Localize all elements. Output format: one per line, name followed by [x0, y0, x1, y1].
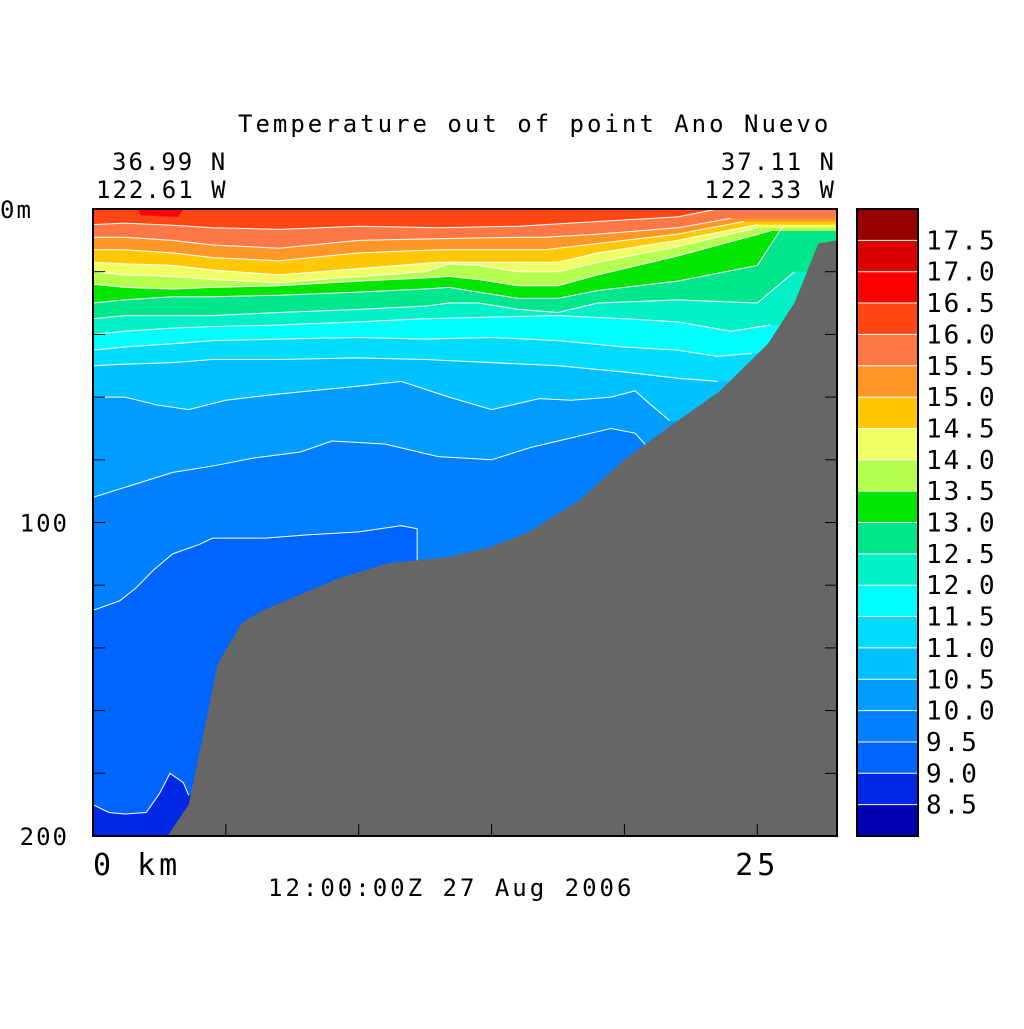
- y-tick-label: 0m: [0, 196, 33, 224]
- colorbar-swatch: [857, 459, 918, 492]
- contour-line: [93, 209, 718, 230]
- colorbar-swatch: [857, 209, 918, 241]
- colorbar-swatch: [857, 553, 918, 586]
- contour-line: [93, 525, 418, 611]
- colorbar-label: 17.5: [926, 226, 997, 256]
- colorbar-label: 9.0: [926, 759, 979, 789]
- temperature-field: [93, 209, 837, 836]
- colorbar-label: 14.5: [926, 414, 997, 444]
- colorbar-label: 17.0: [926, 258, 997, 288]
- colorbar-label: 12.5: [926, 540, 997, 570]
- colorbar-label: 11.5: [926, 603, 997, 633]
- colorbar-label: 15.5: [926, 352, 997, 382]
- colorbar-label: 9.5: [926, 728, 979, 758]
- contour-line: [93, 271, 795, 320]
- colorbar-swatch: [857, 804, 918, 837]
- colorbar-swatch: [857, 522, 918, 555]
- colorbar-swatch: [857, 491, 918, 523]
- chart-title: Temperature out of point Ano Nuevo: [238, 110, 831, 138]
- colorbar-swatch: [857, 616, 918, 649]
- contour-line: [93, 230, 771, 290]
- colorbar-swatch: [857, 741, 918, 774]
- contour-line: [93, 315, 771, 335]
- colorbar-swatch: [857, 303, 918, 335]
- colorbar-label: 12.0: [926, 571, 997, 601]
- colorbar-label: 11.0: [926, 634, 997, 664]
- colorbar-swatch: [857, 397, 918, 429]
- colorbar-label: 14.0: [926, 446, 997, 476]
- axes: 0m 100 200 0 km 25: [0, 196, 837, 883]
- start-latitude: 36.99 N: [112, 148, 227, 176]
- contour-line: [93, 224, 758, 276]
- colorbar-border: [856, 208, 919, 837]
- contour-line: [93, 427, 660, 498]
- colorbar-swatch: [857, 710, 918, 743]
- end-longitude: 122.33 W: [704, 176, 836, 204]
- contour-line: [93, 357, 718, 382]
- colorbar-swatch: [857, 773, 918, 806]
- colorbar-label: 13.0: [926, 509, 997, 539]
- colorbar-label: 16.0: [926, 320, 997, 350]
- contour-line: [93, 221, 745, 262]
- colorbar-swatch: [857, 585, 918, 618]
- time-label: 12:00:00Z 27 Aug 2006: [268, 874, 634, 902]
- colorbar-label: 10.0: [926, 697, 997, 727]
- colorbar-swatch: [857, 240, 918, 273]
- colorbar-label: 15.0: [926, 383, 997, 413]
- colorbar: 17.517.016.516.015.515.014.514.013.513.0…: [856, 208, 997, 837]
- colorbar-label: 13.5: [926, 477, 997, 507]
- y-tick-label: 200: [20, 823, 69, 851]
- contour-line: [93, 380, 670, 421]
- contour-line: [93, 227, 758, 284]
- start-longitude: 122.61 W: [96, 176, 228, 204]
- contour-line: [93, 337, 753, 357]
- colorbar-label: 16.5: [926, 289, 997, 319]
- temperature-band: [138, 209, 184, 217]
- colorbar-swatch: [857, 334, 918, 367]
- colorbar-label: 10.5: [926, 665, 997, 695]
- colorbar-swatch: [857, 271, 918, 304]
- x-tick-label: 25: [735, 848, 779, 883]
- colorbar-swatch: [857, 679, 918, 712]
- y-tick-label: 100: [20, 510, 69, 538]
- contour-line: [93, 224, 785, 304]
- x-tick-label: 0 km: [93, 848, 181, 883]
- contour-line: [93, 772, 190, 815]
- bathymetry-seafloor: [167, 240, 837, 836]
- contour-line: [93, 217, 731, 249]
- colorbar-swatch: [857, 428, 918, 461]
- end-latitude: 37.11 N: [721, 148, 836, 176]
- colorbar-label: 8.5: [926, 791, 979, 821]
- colorbar-swatch: [857, 365, 918, 398]
- colorbar-swatch: [857, 647, 918, 680]
- temperature-band: [93, 209, 837, 230]
